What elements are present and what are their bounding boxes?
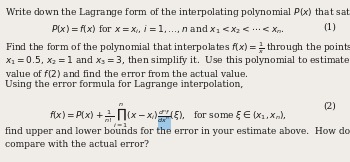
- Text: (1): (1): [323, 23, 336, 32]
- Text: $x_1 = 0.5,\, x_2 = 1$ and $x_3 = 3$, then simplify it.  Use this polynomial to : $x_1 = 0.5,\, x_2 = 1$ and $x_3 = 3$, th…: [5, 54, 350, 67]
- Text: $f(x) = P(x) + \frac{1}{n!}\prod_{i=1}^{n}(x - x_i)\frac{d^n f}{dx^n}(\xi)$,   f: $f(x) = P(x) + \frac{1}{n!}\prod_{i=1}^{…: [49, 101, 287, 130]
- Text: Using the error formula for Lagrange interpolation,: Using the error formula for Lagrange int…: [5, 80, 243, 89]
- Text: compare with the actual error?: compare with the actual error?: [5, 140, 148, 149]
- Text: $P(x) = f(x)$ for $x = x_i,\, i = 1,\ldots, n$ and $x_1 < x_2 < \cdots < x_n$.: $P(x) = f(x)$ for $x = x_i,\, i = 1,\ldo…: [51, 23, 285, 35]
- Text: value of $f(2)$ and find the error from the actual value.: value of $f(2)$ and find the error from …: [5, 68, 248, 80]
- Text: find upper and lower bounds for the error in your estimate above.  How does this: find upper and lower bounds for the erro…: [5, 127, 350, 136]
- Text: Find the form of the polynomial that interpolates $f(x) = \frac{1}{x}$ through t: Find the form of the polynomial that int…: [5, 41, 350, 56]
- Text: Write down the Lagrange form of the interpolating polynomial $P(x)$ that satisfi: Write down the Lagrange form of the inte…: [5, 6, 350, 19]
- Text: (2): (2): [323, 101, 336, 110]
